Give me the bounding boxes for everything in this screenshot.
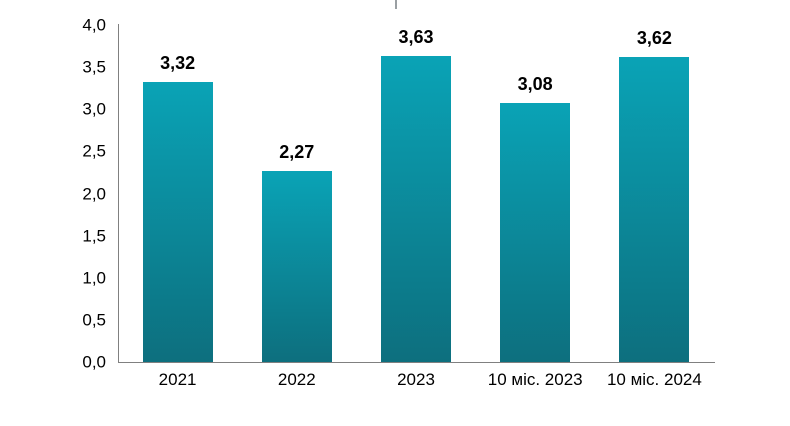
x-axis-label: 10 міс. 2024	[606, 370, 702, 389]
y-axis-tick-label: 2,5	[82, 141, 106, 161]
x-axis-label: 2021	[158, 370, 197, 389]
bar	[142, 82, 213, 362]
bar	[500, 102, 571, 362]
y-axis-tick-label: 2,0	[82, 184, 106, 203]
x-axis-line	[118, 362, 715, 363]
bar-value-label: 3,63	[398, 27, 434, 48]
y-axis-tick-label: 0,5	[82, 310, 106, 330]
y-axis-tick-label: 3,5	[82, 57, 106, 77]
bar-value-label: 2,27	[279, 141, 315, 162]
top-tick-mark	[395, 0, 397, 9]
x-axis-label: 2023	[397, 370, 435, 389]
bar-value-label: 3,08	[517, 73, 553, 94]
x-axis-label: 2022	[277, 370, 316, 389]
bar-value-label: 3,62	[636, 28, 672, 48]
bar-value-label: 3,32	[160, 53, 196, 74]
y-axis-line	[118, 24, 119, 363]
y-axis-tick-label: 0,0	[82, 352, 106, 372]
y-axis-tick-label: 1,0	[82, 268, 106, 288]
x-axis-label: 10 міс. 2023	[487, 370, 583, 389]
y-axis-tick-label: 4,0	[82, 15, 106, 35]
bar	[381, 56, 451, 362]
bar	[619, 57, 690, 362]
bar	[261, 170, 332, 362]
y-axis-tick-label: 3,0	[82, 99, 106, 119]
y-axis-tick-label: 1,5	[82, 226, 106, 246]
